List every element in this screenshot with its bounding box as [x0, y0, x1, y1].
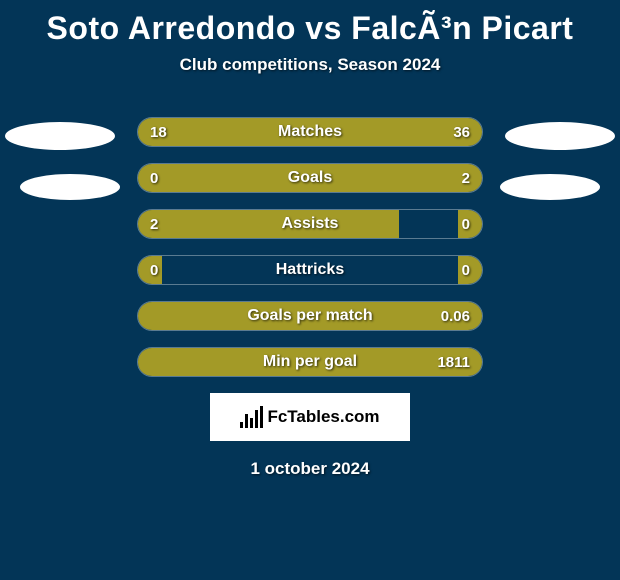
stat-value-right: 2: [462, 164, 470, 192]
stat-row-assists: Assists2 0: [137, 209, 483, 239]
page-title: Soto Arredondo vs FalcÃ³n Picart: [0, 0, 620, 47]
stat-label: Assists: [138, 210, 482, 238]
stat-value-left: 0: [150, 256, 158, 284]
subtitle: Club competitions, Season 2024: [0, 55, 620, 75]
site-logo: FcTables.com: [210, 393, 410, 441]
stat-value-left: 2: [150, 210, 158, 238]
avatar-player1-b: [20, 174, 120, 200]
stat-label: Goals: [138, 164, 482, 192]
stat-value-left: 0: [150, 164, 158, 192]
date-label: 1 october 2024: [0, 459, 620, 479]
stat-label: Min per goal: [138, 348, 482, 376]
stat-row-min-per-goal: Min per goal1811: [137, 347, 483, 377]
stat-row-hattricks: Hattricks0 0: [137, 255, 483, 285]
stat-value-left: 18: [150, 118, 167, 146]
logo-bars-icon: [240, 406, 263, 428]
stat-label: Goals per match: [138, 302, 482, 330]
stat-value-right: 0: [462, 210, 470, 238]
stat-value-right: 36: [453, 118, 470, 146]
stat-value-right: 0: [462, 256, 470, 284]
avatar-player2-b: [500, 174, 600, 200]
stat-label: Matches: [138, 118, 482, 146]
avatar-player1-a: [5, 122, 115, 150]
stat-value-right: 0.06: [441, 302, 470, 330]
stat-row-goals-per-match: Goals per match0.06: [137, 301, 483, 331]
stat-row-matches: Matches18 36: [137, 117, 483, 147]
avatar-player2-a: [505, 122, 615, 150]
comparison-bars: Matches1836Goals02Assists20Hattricks00Go…: [137, 117, 483, 377]
stat-label: Hattricks: [138, 256, 482, 284]
stat-row-goals: Goals0 2: [137, 163, 483, 193]
logo-text: FcTables.com: [267, 407, 379, 427]
stat-value-right: 1811: [437, 348, 470, 376]
